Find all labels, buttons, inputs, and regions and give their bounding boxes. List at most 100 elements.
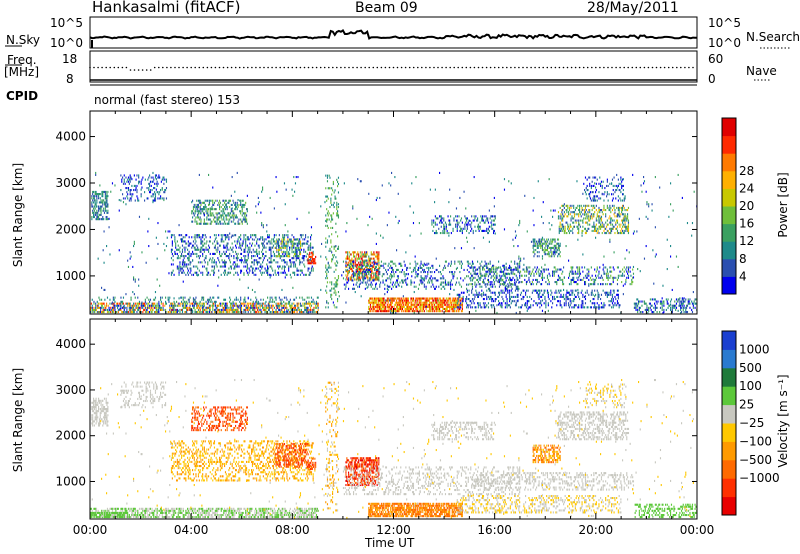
range-cell [270, 255, 272, 258]
range-cell [446, 303, 448, 306]
range-cell [296, 308, 298, 311]
range-cell [377, 299, 379, 302]
range-cell [176, 240, 178, 243]
range-cell [223, 222, 225, 225]
range-cell [93, 211, 95, 214]
range-cell [189, 306, 191, 309]
range-cell [236, 308, 238, 311]
range-cell [426, 310, 428, 313]
range-cell [356, 276, 358, 279]
range-cell [154, 199, 156, 202]
range-cell [486, 298, 488, 301]
range-cell [479, 278, 481, 281]
range-cell [332, 203, 334, 206]
range-cell [90, 306, 92, 309]
range-cell [442, 301, 444, 304]
range-cell [348, 271, 350, 274]
range-cell [152, 302, 154, 305]
range-cell [240, 206, 243, 209]
range-cell [192, 212, 195, 215]
range-cell [559, 302, 561, 305]
range-cell [215, 248, 217, 251]
range-cell [370, 270, 372, 273]
range-cell [197, 302, 199, 305]
range-cell [240, 201, 242, 204]
range-cell [199, 261, 201, 264]
range-cell [454, 262, 456, 265]
range-cell [500, 271, 502, 274]
range-cell [434, 277, 436, 280]
range-cell [427, 273, 429, 276]
range-cell [329, 176, 331, 179]
range-cell [205, 210, 207, 213]
range-cell [353, 276, 355, 279]
range-cell [264, 302, 266, 305]
range-cell [99, 209, 101, 212]
range-cell [539, 289, 541, 292]
range-cell [372, 297, 374, 300]
range-cell [236, 203, 238, 206]
range-cell [329, 206, 331, 209]
range-cell [353, 266, 355, 269]
range-cell [207, 261, 209, 264]
range-cell [358, 276, 360, 279]
range-cell [216, 250, 218, 253]
range-cell [525, 289, 528, 292]
range-cell [137, 197, 139, 200]
range-cell [313, 258, 315, 261]
range-cell [337, 212, 339, 215]
range-cell [490, 270, 492, 273]
range-cell [504, 275, 506, 278]
range-cell [254, 259, 256, 262]
range-cell [213, 201, 216, 204]
range-cell [434, 297, 436, 300]
range-cell [328, 187, 330, 190]
range-cell [393, 275, 395, 278]
range-cell [366, 276, 368, 279]
range-cell [183, 300, 185, 303]
range-cell [294, 306, 297, 309]
range-cell [225, 308, 227, 311]
range-cell [198, 269, 200, 272]
range-cell [225, 261, 227, 264]
range-cell [283, 251, 285, 254]
range-cell [369, 259, 371, 262]
range-cell [402, 281, 404, 284]
range-cell [429, 310, 431, 313]
range-cell [348, 259, 350, 262]
range-cell [441, 303, 443, 306]
range-cell [170, 311, 172, 314]
range-cell [92, 190, 94, 193]
range-cell [201, 311, 203, 314]
range-cell [520, 293, 522, 296]
range-cell [420, 260, 422, 263]
range-cell [310, 269, 313, 272]
range-cell [509, 289, 511, 292]
range-cell [302, 298, 304, 301]
range-cell [146, 296, 148, 299]
range-cell [520, 306, 522, 309]
range-cell [252, 304, 254, 307]
range-cell [363, 270, 365, 273]
range-cell [186, 311, 188, 314]
range-cell [154, 191, 156, 194]
range-cell [387, 310, 389, 313]
range-cell [417, 303, 420, 306]
freq-dot [166, 66, 168, 69]
range-cell [550, 289, 552, 292]
range-cell [281, 302, 283, 305]
range-cell [493, 304, 495, 307]
range-cell [168, 311, 170, 314]
range-cell [122, 306, 124, 309]
range-cell [608, 293, 610, 296]
range-cell [573, 306, 576, 309]
range-cell [176, 267, 178, 270]
range-cell [184, 236, 186, 239]
range-cell [181, 248, 184, 251]
range-cell [172, 308, 174, 311]
range-cell [256, 248, 258, 251]
range-cell [222, 261, 224, 264]
range-cell [136, 174, 138, 177]
range-cell [277, 265, 279, 268]
range-cell [337, 275, 340, 278]
